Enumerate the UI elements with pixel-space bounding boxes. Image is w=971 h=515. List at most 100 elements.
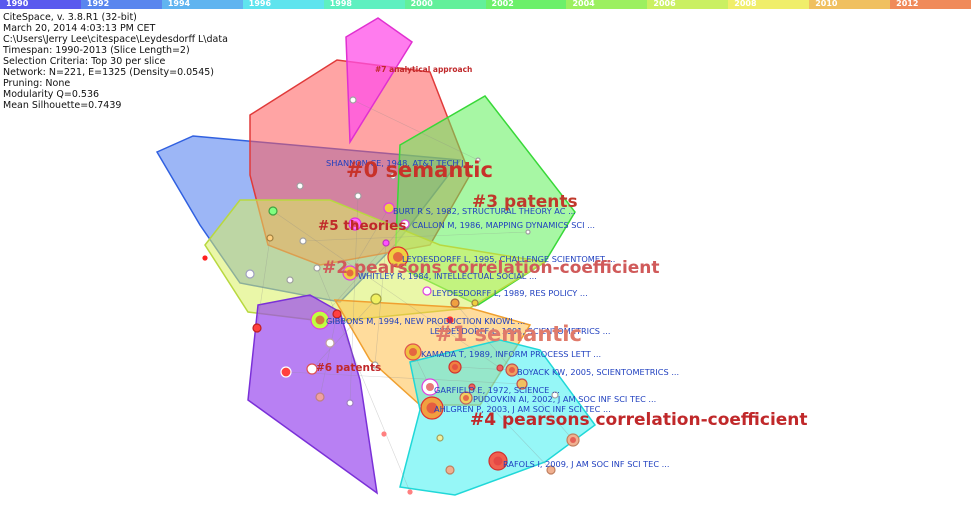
citation-node[interactable] — [389, 172, 397, 180]
timeline-segment: 1994 — [161, 0, 243, 9]
ref-label-kamada[interactable]: KAMADA T, 1989, INFORM PROCESS LETT ... — [421, 349, 601, 359]
info-line: Mean Silhouette=0.7439 — [3, 100, 122, 111]
network-link — [374, 242, 387, 366]
citation-node[interactable] — [306, 363, 318, 375]
ref-label-pudovkin[interactable]: PUDOVKIN AI, 2002, J AM SOC INF SCI TEC … — [473, 394, 656, 404]
timeline-segment: 2006 — [647, 0, 729, 9]
citation-node[interactable] — [346, 399, 354, 407]
ref-label-boyack[interactable]: BOYACK KW, 2005, SCIENTOMETRICS ... — [517, 367, 679, 377]
ref-label-leydesdorff-1989[interactable]: LEYDESDORFF L, 1989, RES POLICY ... — [432, 288, 588, 298]
citation-node[interactable] — [370, 293, 382, 305]
citation-node[interactable] — [296, 182, 304, 190]
ref-label-burt[interactable]: BURT R S, 1982, STRUCTURAL THEORY AC ... — [393, 206, 576, 216]
timeline-segment: 2008 — [728, 0, 810, 9]
network-link — [316, 267, 411, 493]
cluster-hull-7[interactable] — [345, 17, 414, 145]
network-link — [471, 386, 552, 471]
citation-node[interactable] — [299, 237, 307, 245]
timeline-year-label: 2012 — [896, 0, 919, 8]
timeline-year-label: 2006 — [653, 0, 676, 8]
citation-node[interactable] — [313, 264, 321, 272]
network-link — [302, 231, 529, 242]
cluster-hull-6[interactable] — [247, 294, 379, 495]
timeline-segment: 1990 — [0, 0, 81, 9]
ref-label-rafols[interactable]: RAFOLS I, 2009, J AM SOC INF SCI TEC ... — [503, 459, 669, 469]
citation-node[interactable] — [381, 431, 387, 437]
timeline-year-label: 2000 — [410, 0, 433, 8]
citation-node[interactable] — [286, 276, 294, 284]
network-nodes — [202, 96, 580, 495]
info-line: March 20, 2014 4:03:13 PM CET — [3, 23, 156, 34]
cluster-label-0[interactable]: #0 semantic — [346, 158, 493, 182]
ref-label-whitley[interactable]: WHITLEY R, 1984, INTELLECTUAL SOCIAL ... — [358, 271, 537, 281]
citation-node[interactable] — [471, 299, 479, 307]
citation-node[interactable] — [400, 219, 410, 229]
citation-node[interactable] — [468, 383, 476, 391]
network-link — [319, 313, 338, 398]
citation-node-core — [463, 395, 469, 401]
citation-node[interactable] — [436, 434, 444, 442]
citation-node[interactable] — [268, 206, 278, 216]
timeline-year-label: 2008 — [734, 0, 757, 8]
timeline-segment: 2012 — [890, 0, 971, 9]
citation-node[interactable] — [525, 229, 531, 235]
info-line: Selection Criteria: Top 30 per slice — [3, 56, 166, 67]
timeline-color-bar: 1990 1992 1994 1996 1998 2000 2002 2004 2006 2008… — [0, 0, 971, 9]
citation-node[interactable] — [349, 96, 357, 104]
ref-label-shannon[interactable]: SHANNON CE, 1948, AT&T TECH J ... — [326, 158, 474, 168]
citation-node[interactable] — [245, 269, 255, 279]
timeline-year-label: 1996 — [248, 0, 272, 8]
citation-node[interactable] — [475, 157, 481, 163]
citation-node[interactable] — [266, 234, 274, 242]
citation-node[interactable] — [546, 465, 556, 475]
citation-node[interactable] — [445, 465, 455, 475]
citation-node[interactable] — [280, 366, 292, 378]
citation-node[interactable] — [371, 361, 379, 369]
citation-node[interactable] — [422, 286, 432, 296]
citation-node-core — [352, 221, 358, 227]
citation-node[interactable] — [516, 378, 528, 390]
ref-label-callon[interactable]: CALLON M, 1986, MAPPING DYNAMICS SCI ... — [412, 220, 595, 230]
cluster-label-5[interactable]: #5 theories — [318, 218, 406, 234]
citation-node[interactable] — [252, 323, 262, 333]
timeline-segment: 2000 — [404, 0, 486, 9]
network-link — [352, 99, 479, 161]
cluster-label-2[interactable]: #2 pearsons correlation-coefficient — [322, 258, 660, 278]
network-link — [311, 298, 377, 370]
info-line: CiteSpace, v. 3.8.R1 (32-bit) — [3, 12, 137, 23]
ref-label-garfield[interactable]: GARFIELD E, 1972, SCIENCE ... — [434, 385, 560, 395]
citation-node[interactable] — [496, 364, 504, 372]
citation-node[interactable] — [450, 298, 460, 308]
citation-node[interactable] — [446, 316, 454, 324]
citation-node[interactable] — [551, 391, 559, 399]
citation-node-core — [409, 348, 417, 356]
timeline-segment: 1996 — [242, 0, 324, 9]
cluster-label-6[interactable]: #6 patents — [316, 362, 381, 374]
ref-label-leydesdorff-1995[interactable]: LEYDESDORFF L, 1995, CHALLENGE SCIENTOME… — [402, 254, 615, 264]
timeline-segment: 1992 — [80, 0, 162, 9]
info-line: Timespan: 1990-2013 (Slice Length=2) — [3, 45, 190, 56]
citation-node[interactable] — [382, 239, 390, 247]
info-line: Network: N=221, E=1325 (Density=0.0545) — [3, 67, 215, 78]
cluster-label-1[interactable]: #1 semantic — [435, 322, 582, 346]
timeline-year-label: 2010 — [815, 0, 838, 8]
ref-label-gibbons[interactable]: GIBBONS M, 1994, NEW PRODUCTION KNOWL ..… — [326, 316, 525, 326]
citation-node[interactable] — [383, 202, 395, 214]
timeline-year-label: 2002 — [491, 0, 514, 8]
cluster-label-3[interactable]: #3 patents — [472, 192, 578, 212]
timeline-segment: 2010 — [809, 0, 891, 9]
citation-node[interactable] — [332, 309, 342, 319]
citation-node[interactable] — [315, 392, 325, 402]
citation-node[interactable] — [202, 255, 208, 261]
network-link — [349, 207, 390, 274]
citation-node[interactable] — [407, 489, 413, 495]
ref-label-leydesdorff-1991[interactable]: LEYDESDORFF L, 1991, SCIENTOMETRICS ... — [430, 326, 610, 336]
ref-label-ahlgren[interactable]: AHLGREN P, 2003, J AM SOC INF SCI TEC ..… — [434, 404, 611, 414]
citation-node[interactable] — [354, 192, 362, 200]
cluster-label-7[interactable]: #7 analytical approach — [375, 65, 472, 74]
citation-node[interactable] — [325, 338, 335, 348]
cluster-hull-4[interactable] — [399, 339, 597, 496]
cluster-label-4[interactable]: #4 pearsons correlation-coefficient — [470, 410, 808, 430]
timeline-segment: 1998 — [323, 0, 405, 9]
timeline-segment: 2002 — [485, 0, 567, 9]
